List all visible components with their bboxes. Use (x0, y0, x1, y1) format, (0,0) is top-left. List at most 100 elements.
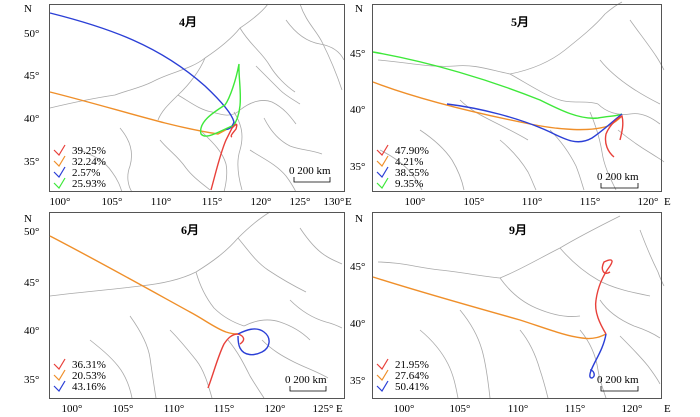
legend: 21.95% 27.64% 50.41% (376, 358, 429, 393)
lon-tick: 110° (151, 196, 172, 208)
legend-label: 9.35% (395, 178, 423, 190)
legend-label: 50.41% (395, 381, 429, 393)
north-label: N (355, 213, 363, 225)
lat-tick: 50° (24, 226, 39, 238)
trajectory-orange (49, 235, 239, 335)
legend-label: 2.57% (72, 167, 100, 179)
panel-april: 4月 N 50° 45° 40° 35° 100° 105° 110° 115°… (24, 3, 352, 208)
lat-tick: 35° (350, 161, 365, 173)
lat-tick: 35° (24, 374, 39, 386)
lon-tick: 100° (405, 196, 426, 208)
scale-label: 0 200 km (597, 374, 639, 386)
lat-tick: 40° (350, 104, 365, 116)
scale-label: 0 200 km (289, 165, 331, 177)
trajectory-green (372, 51, 623, 119)
legend: 47.90% 4.21% 38.55% 9.35% (376, 144, 429, 190)
trajectory-orange (49, 91, 234, 135)
lat-tick: 40° (350, 318, 365, 330)
trajectory-red (207, 333, 245, 389)
lon-tick: 115° (214, 403, 235, 412)
map-frame (372, 212, 662, 399)
lon-tick: 120° (265, 403, 286, 412)
lon-tick: 100° (50, 196, 71, 208)
lon-tick: 100° (394, 403, 415, 412)
legend-label: 20.53% (72, 370, 106, 382)
panel-title: 6月 (181, 223, 199, 237)
lat-tick: 40° (24, 113, 39, 125)
legend-label: 38.55% (395, 167, 429, 179)
trajectories (49, 12, 242, 191)
lon-tick: 125° (290, 196, 311, 208)
panel-title: 4月 (179, 15, 197, 29)
lat-tick: 50° (24, 28, 39, 40)
trajectories (49, 235, 270, 389)
panel-september: 9月 N 45° 40° 35° 100° 105° 110° 115° 120… (350, 212, 671, 415)
panel-title: 5月 (511, 15, 529, 29)
legend: 36.31% 20.53% 43.16% (53, 358, 106, 393)
lat-tick: 45° (24, 70, 39, 82)
map-frame (372, 4, 662, 192)
legend-label: 4.21% (395, 156, 423, 168)
lon-tick: 125° (313, 403, 334, 412)
trajectory-red (594, 259, 613, 335)
map-frame (49, 4, 345, 192)
province-borders (49, 211, 343, 399)
legend-label: 27.64% (395, 370, 429, 382)
east-label: E (664, 403, 671, 412)
lon-tick: 105° (113, 403, 134, 412)
panel-june: 6月 N 50° 45° 40° 35° 100° 105° 110° 115°… (24, 211, 345, 415)
legend-label: 47.90% (395, 145, 429, 157)
lon-tick: 115° (565, 403, 586, 412)
lon-tick: 115° (580, 196, 601, 208)
lat-tick: 45° (24, 277, 39, 289)
lon-tick: 110° (522, 196, 543, 208)
scale-bar: 0 200 km (285, 374, 327, 392)
lon-tick: 110° (508, 403, 529, 412)
legend-label: 39.25% (72, 145, 106, 157)
lon-tick: 100° (62, 403, 83, 412)
lon-tick: 130° (324, 196, 345, 208)
province-borders (377, 1, 665, 191)
map-frame (49, 212, 345, 399)
lon-tick: 105° (464, 196, 485, 208)
trajectory-red (604, 114, 624, 158)
north-label: N (24, 213, 32, 225)
legend-label: 21.95% (395, 359, 429, 371)
lat-tick: 45° (350, 261, 365, 273)
lon-tick: 115° (202, 196, 223, 208)
east-label: E (336, 403, 343, 412)
trajectories (372, 259, 613, 379)
lat-tick: 40° (24, 325, 39, 337)
lon-tick: 105° (450, 403, 471, 412)
lon-tick: 120° (251, 196, 272, 208)
lon-tick: 105° (102, 196, 123, 208)
lat-tick: 45° (350, 48, 365, 60)
province-borders (49, 3, 345, 193)
north-label: N (24, 3, 32, 15)
trajectory-green (200, 63, 242, 137)
legend-label: 36.31% (72, 359, 106, 371)
lon-tick: 120° (622, 403, 643, 412)
panel-title: 9月 (509, 223, 527, 237)
trajectory-blue (446, 103, 623, 143)
scale-bar: 0 200 km (597, 374, 639, 392)
east-label: E (664, 196, 671, 208)
legend-label: 43.16% (72, 381, 106, 393)
trajectory-orange (372, 81, 623, 131)
lon-tick: 110° (164, 403, 185, 412)
lat-tick: 35° (24, 156, 39, 168)
panel-may: 5月 N 45° 40° 35° 100° 105° 110° 115° 120… (350, 1, 671, 208)
trajectories (372, 51, 624, 158)
lat-tick: 35° (350, 375, 365, 387)
scale-bar: 0 200 km (597, 171, 639, 189)
scale-bar: 0 200 km (289, 165, 331, 183)
scale-label: 0 200 km (597, 171, 639, 183)
trajectory-blue (49, 12, 235, 130)
trajectory-blue (237, 328, 270, 356)
trajectory-red (210, 123, 238, 191)
north-label: N (355, 3, 363, 15)
scale-label: 0 200 km (285, 374, 327, 386)
province-borders (377, 215, 665, 399)
legend-label: 32.24% (72, 156, 106, 168)
